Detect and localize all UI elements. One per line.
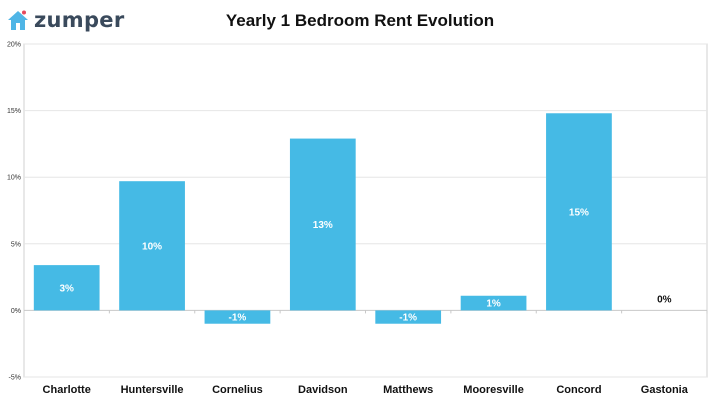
y-tick-label: 5%	[11, 241, 21, 248]
y-tick-label: -5%	[9, 375, 21, 382]
data-label: 0%	[657, 294, 672, 305]
data-label: 15%	[569, 207, 589, 218]
data-label: -1%	[399, 313, 417, 324]
data-label: 10%	[142, 241, 162, 252]
y-tick-label: 0%	[11, 308, 21, 315]
category-label: Cornelius	[212, 384, 263, 396]
category-label: Davidson	[298, 384, 348, 396]
house-icon	[8, 10, 28, 30]
bar	[460, 295, 527, 311]
category-label: Gastonia	[641, 384, 689, 396]
zumper-logo[interactable]: zumper	[6, 8, 125, 32]
category-label: Matthews	[383, 384, 433, 396]
bar	[119, 181, 185, 311]
bar	[33, 265, 100, 311]
y-tick-label: 20%	[7, 42, 21, 49]
data-label: 1%	[486, 299, 501, 310]
chart-title: Yearly 1 Bedroom Rent Evolution	[225, 11, 495, 30]
category-label: Concord	[556, 384, 601, 396]
y-tick-label: 10%	[7, 175, 21, 182]
category-label: Charlotte	[43, 384, 91, 396]
data-label: 3%	[59, 283, 74, 294]
category-label: Huntersville	[121, 384, 184, 396]
bar	[289, 138, 356, 311]
data-label: 13%	[313, 220, 333, 231]
brand-name: zumper	[34, 8, 125, 32]
category-label: Mooresville	[463, 384, 524, 396]
y-tick-label: 15%	[7, 108, 21, 115]
bar	[375, 310, 442, 324]
bar	[204, 310, 271, 324]
bar	[546, 113, 612, 311]
data-label: -1%	[229, 313, 247, 324]
